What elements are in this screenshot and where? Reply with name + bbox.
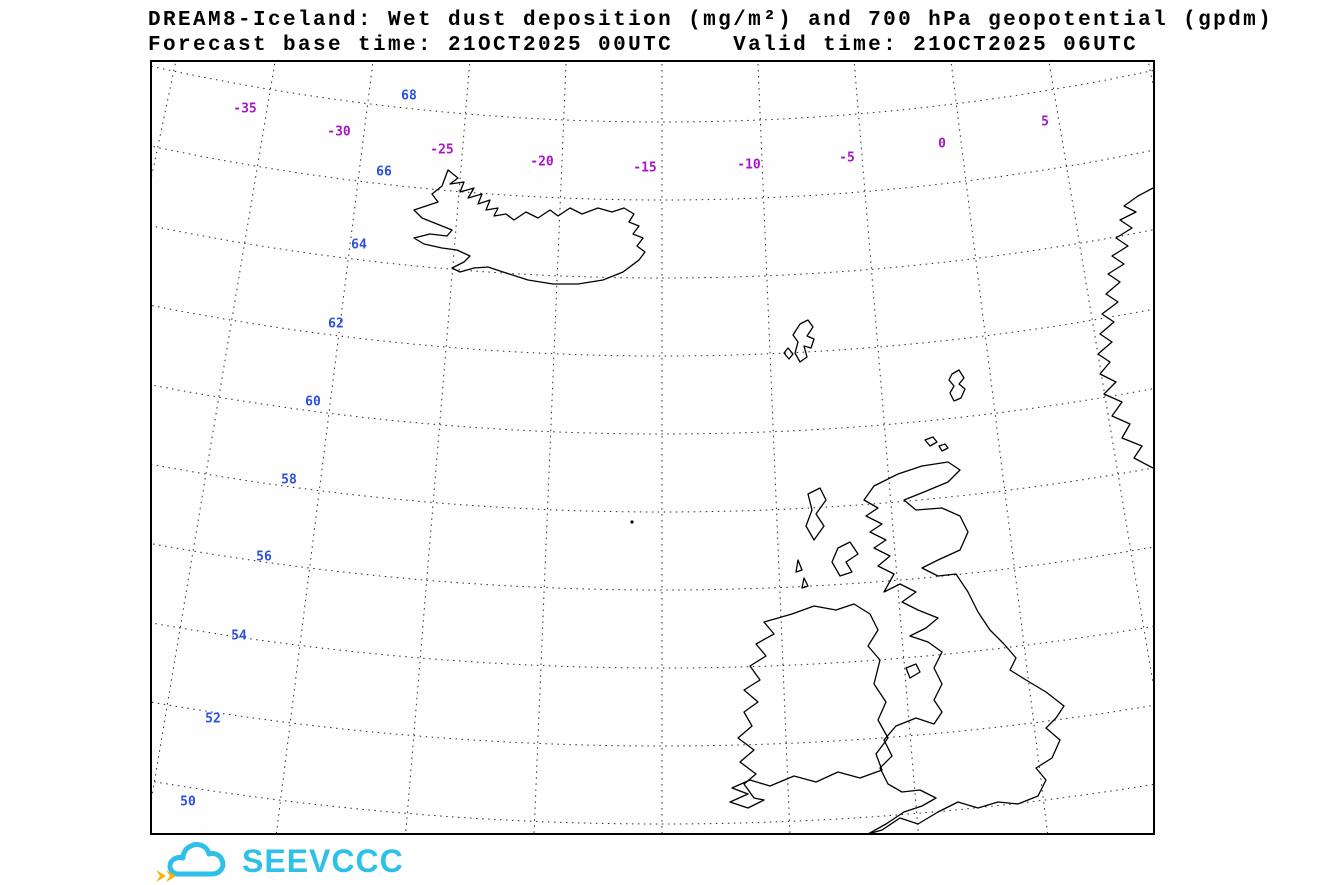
coastline-shetland xyxy=(948,369,966,402)
latitude-label: 68 xyxy=(401,89,417,104)
latitude-line xyxy=(152,145,1153,200)
longitude-label: -30 xyxy=(327,125,351,140)
longitude-line xyxy=(1048,62,1153,686)
latitude-line xyxy=(152,65,1153,122)
latitude-line xyxy=(152,383,1153,434)
longitude-label: 0 xyxy=(938,137,946,152)
latitude-label: 66 xyxy=(376,165,392,180)
longitude-line xyxy=(275,62,374,833)
longitude-line xyxy=(950,62,1049,833)
islet-dot xyxy=(630,520,634,524)
latitude-label: 64 xyxy=(351,238,367,253)
coastline-faroe-islands xyxy=(783,319,815,363)
cloud-icon xyxy=(156,841,226,882)
coastline-ireland xyxy=(729,603,889,809)
longitude-line xyxy=(152,62,177,177)
coastline-great-britain xyxy=(863,461,1065,833)
latitude-line xyxy=(152,304,1153,356)
coastline-orkney xyxy=(924,436,949,452)
latitude-label: 54 xyxy=(231,629,247,644)
coastline-hebrides xyxy=(795,487,859,589)
longitude-line xyxy=(1147,62,1153,87)
graticule xyxy=(152,62,1153,833)
longitude-label: 5 xyxy=(1041,115,1049,130)
logo-text: SEEVCCC xyxy=(242,842,404,879)
longitude-line xyxy=(853,62,919,833)
longitude-label: -15 xyxy=(633,161,656,176)
latitude-label: 56 xyxy=(256,550,272,565)
latitude-line xyxy=(152,622,1153,668)
seevccc-logo: SEEVCCC xyxy=(148,838,404,884)
coastline-norway xyxy=(1097,187,1153,469)
map-canvas: 68 66 64 62 60 58 56 54 52 50 -35 -30 -25 -20 -15 -10 -5… xyxy=(150,60,1155,835)
coastlines xyxy=(413,169,1153,833)
latitude-label: 62 xyxy=(328,317,344,332)
longitude-label: -25 xyxy=(430,143,453,158)
coastline-iceland xyxy=(413,169,646,285)
latitude-label: 52 xyxy=(205,712,221,727)
latitude-line xyxy=(152,542,1153,590)
longitude-label: -5 xyxy=(839,151,855,166)
longitude-line xyxy=(757,62,791,833)
title-line-2: Forecast base time: 21OCT2025 00UTC Vali… xyxy=(148,34,1139,57)
longitude-line xyxy=(405,62,471,833)
latitude-label: 60 xyxy=(305,395,321,410)
longitude-label: -35 xyxy=(233,102,256,117)
title-line-1: DREAM8-Iceland: Wet dust deposition (mg/… xyxy=(148,9,1274,32)
coastline-isle-of-man xyxy=(905,663,921,679)
latitude-label: 58 xyxy=(281,473,297,488)
latitude-label: 50 xyxy=(180,795,196,810)
map-title: DREAM8-Iceland: Wet dust deposition (mg/… xyxy=(148,8,1273,58)
latitude-line xyxy=(152,780,1153,824)
longitude-label: -10 xyxy=(737,158,761,173)
longitude-line xyxy=(533,62,567,833)
longitude-label: -20 xyxy=(530,155,554,170)
latitude-line xyxy=(152,463,1153,512)
